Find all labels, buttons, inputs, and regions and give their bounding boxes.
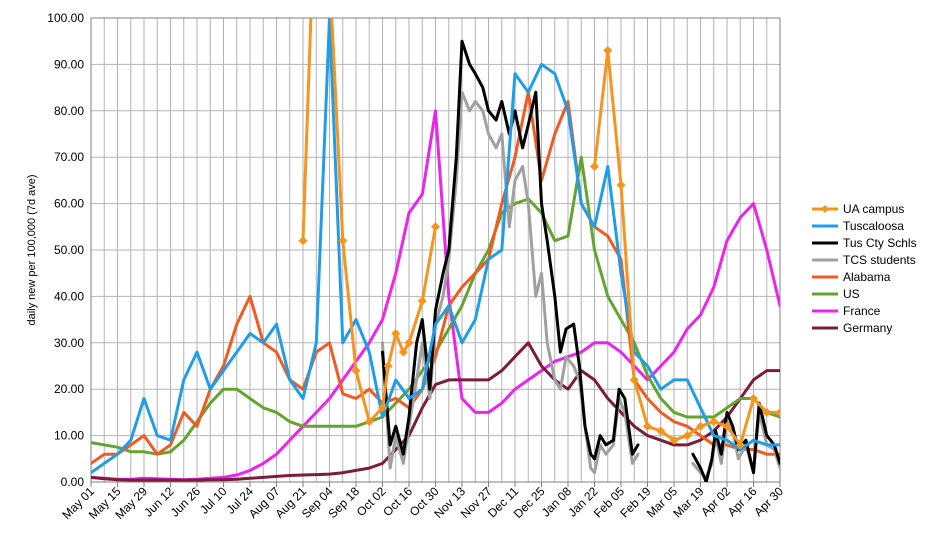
- data-point-marker: [391, 329, 401, 339]
- data-point-marker: [643, 421, 652, 431]
- y-tick-label: 100.00: [47, 11, 84, 25]
- series-ua-campus: [298, 18, 780, 450]
- data-point-marker: [338, 236, 348, 246]
- y-tick-label: 60.00: [54, 197, 84, 211]
- legend: UA campus Tuscaloosa Tus Cty Schls TCS stud…: [812, 202, 917, 335]
- x-tick-label: Jun 26: [168, 484, 204, 520]
- data-point-marker: [383, 361, 393, 371]
- data-point-marker: [629, 375, 639, 385]
- data-point-marker: [417, 296, 427, 306]
- legend-label: TCS students: [843, 253, 916, 267]
- legend-label: US: [843, 287, 860, 301]
- x-tick-label: Apr 30: [751, 484, 786, 519]
- y-tick-label: 30.00: [54, 336, 84, 350]
- y-tick-label: 10.00: [54, 429, 84, 443]
- data-point-marker: [735, 440, 745, 450]
- y-tick-label: 40.00: [54, 289, 84, 303]
- series-tuscaloosa: [91, 18, 780, 475]
- y-tick-label: 80.00: [54, 104, 84, 118]
- legend-label: Tus Cty Schls: [843, 236, 917, 250]
- legend-label: Alabama: [843, 270, 891, 284]
- data-point-marker: [722, 421, 732, 431]
- data-point-marker: [298, 236, 308, 246]
- data-point-marker: [603, 45, 613, 55]
- data-point-marker: [378, 403, 387, 413]
- data-point-marker: [404, 338, 414, 348]
- legend-label: UA campus: [843, 202, 904, 216]
- x-tick-label: Jul 10: [197, 484, 230, 517]
- y-tick-label: 50.00: [54, 243, 84, 257]
- data-point-marker: [709, 417, 719, 427]
- y-axis-label: daily new per 100,000 (7d ave): [26, 174, 38, 325]
- series-line: [91, 90, 780, 465]
- legend-marker: [821, 205, 829, 213]
- x-tick-label: Mar 19: [670, 484, 707, 521]
- y-tick-label: 70.00: [54, 150, 84, 164]
- data-point-marker: [364, 417, 374, 427]
- series-lines: [91, 18, 780, 482]
- legend-label: Germany: [843, 321, 892, 335]
- y-axis-ticks: 0.00 10.00 20.00 30.00 40.00 50.00 60.00 70.00 8…: [47, 11, 84, 489]
- legend-label: Tuscaloosa: [843, 219, 904, 233]
- data-point-marker: [762, 407, 772, 417]
- y-tick-label: 90.00: [54, 57, 84, 71]
- data-point-marker: [656, 426, 666, 436]
- data-point-marker: [590, 161, 599, 171]
- series-germany: [91, 341, 780, 482]
- data-point-marker: [682, 431, 692, 441]
- plot-area: [90, 17, 781, 483]
- series-line: [91, 18, 780, 475]
- data-point-marker: [696, 421, 705, 431]
- series-line: [91, 341, 780, 482]
- data-point-marker: [616, 180, 626, 190]
- series-alabama: [91, 90, 780, 465]
- y-tick-label: 20.00: [54, 382, 84, 396]
- data-point-marker: [669, 435, 679, 445]
- data-point-marker: [398, 347, 408, 357]
- data-point-marker: [431, 222, 440, 232]
- data-point-marker: [749, 393, 758, 403]
- data-point-marker: [775, 407, 780, 417]
- y-tick-label: 0.00: [61, 475, 85, 489]
- data-point-marker: [351, 366, 361, 376]
- legend-label: France: [843, 304, 881, 318]
